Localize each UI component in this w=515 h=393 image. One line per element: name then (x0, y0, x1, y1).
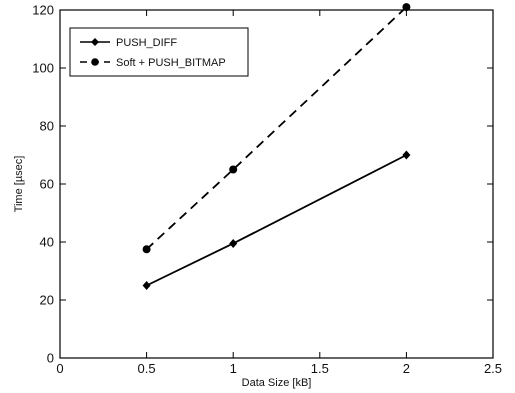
legend-label-soft-push-bitmap: Soft + PUSH_BITMAP (116, 57, 226, 69)
x-tick-label: 0.5 (138, 361, 156, 376)
data-point (142, 281, 151, 290)
y-tick-label: 40 (40, 235, 54, 250)
x-tick-label: 2 (403, 361, 410, 376)
data-point (402, 3, 411, 12)
legend-marker-push-diff (91, 38, 99, 46)
y-tick-label: 100 (32, 61, 54, 76)
legend-box (69, 27, 249, 77)
x-tick-label: 1.5 (311, 361, 329, 376)
data-point (229, 165, 238, 174)
legend-marker-soft-push-bitmap (91, 58, 99, 66)
x-tick-label: 1 (230, 361, 237, 376)
series-group (142, 3, 411, 290)
y-tick-label: 60 (40, 177, 54, 192)
y-tick-label: 0 (47, 351, 54, 366)
x-tick-label: 2.5 (484, 361, 502, 376)
x-tick-label: 0 (56, 361, 63, 376)
series-1 (142, 3, 411, 254)
y-tick-label: 20 (40, 293, 54, 308)
data-point (402, 150, 411, 160)
x-axis-label: Data Size [kB] (242, 377, 312, 389)
series-0 (142, 150, 411, 290)
series-line (146, 154, 407, 287)
data-point (229, 238, 238, 248)
y-axis-label: Time [µsec] (13, 156, 25, 213)
axis-ticks: 0 0.5 1 1.5 2 2.5 0 20 40 60 80 100 120 (32, 3, 502, 377)
legend-label-push-diff: PUSH_DIFF (116, 37, 177, 49)
series-line (145, 6, 408, 250)
y-tick-label: 80 (40, 119, 54, 134)
y-tick-label: 120 (32, 3, 54, 18)
data-point (142, 245, 151, 254)
legend: PUSH_DIFF Soft + PUSH_BITMAP (69, 27, 249, 77)
